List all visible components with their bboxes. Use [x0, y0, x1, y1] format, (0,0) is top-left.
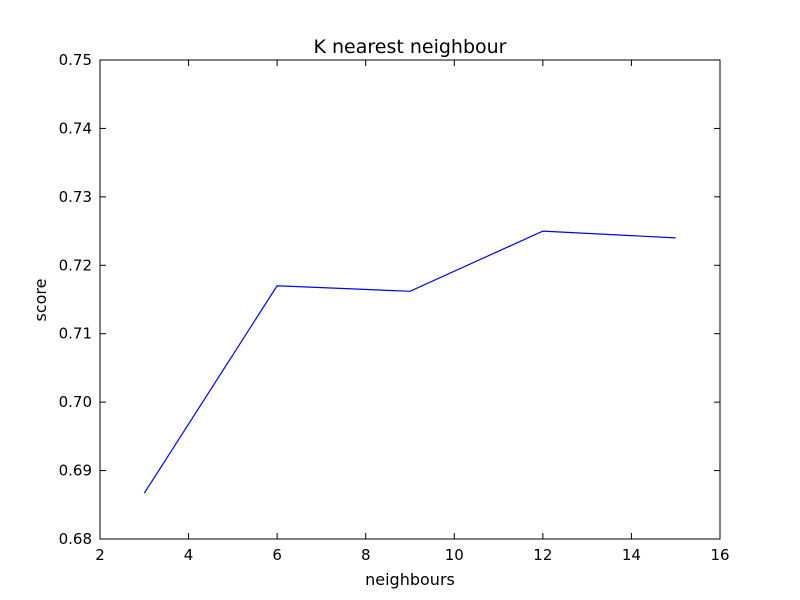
- chart-title: K nearest neighbour: [314, 36, 507, 58]
- x-tick-label: 10: [445, 546, 464, 564]
- y-tick-label: 0.70: [59, 393, 92, 411]
- plot-area-frame: [99, 59, 721, 540]
- x-tick-label: 8: [361, 546, 371, 564]
- x-axis-label: neighbours: [365, 570, 455, 589]
- series-layer: [143, 230, 676, 494]
- x-tick-label: 14: [622, 546, 641, 564]
- y-axis-label: score: [31, 279, 50, 322]
- tick-labels: 2 4 6 8 10 12 14 16 0.68 0.69 0.70 0.71 0.72 0.73 0.74…: [59, 51, 730, 564]
- x-tick-label: 12: [533, 546, 552, 564]
- series-line: [143, 230, 676, 494]
- y-tick-label: 0.72: [59, 256, 92, 274]
- y-tick-label: 0.75: [59, 51, 92, 69]
- x-tick-label: 6: [272, 546, 282, 564]
- y-tick-label: 0.73: [59, 188, 92, 206]
- x-tick-label: 4: [184, 546, 194, 564]
- y-tick-label: 0.71: [59, 325, 92, 343]
- y-tick-label: 0.68: [59, 530, 92, 548]
- y-tick-label: 0.69: [59, 462, 92, 480]
- x-tick-label: 2: [95, 546, 105, 564]
- y-tick-label: 0.74: [59, 119, 92, 137]
- x-tick-label: 16: [710, 546, 729, 564]
